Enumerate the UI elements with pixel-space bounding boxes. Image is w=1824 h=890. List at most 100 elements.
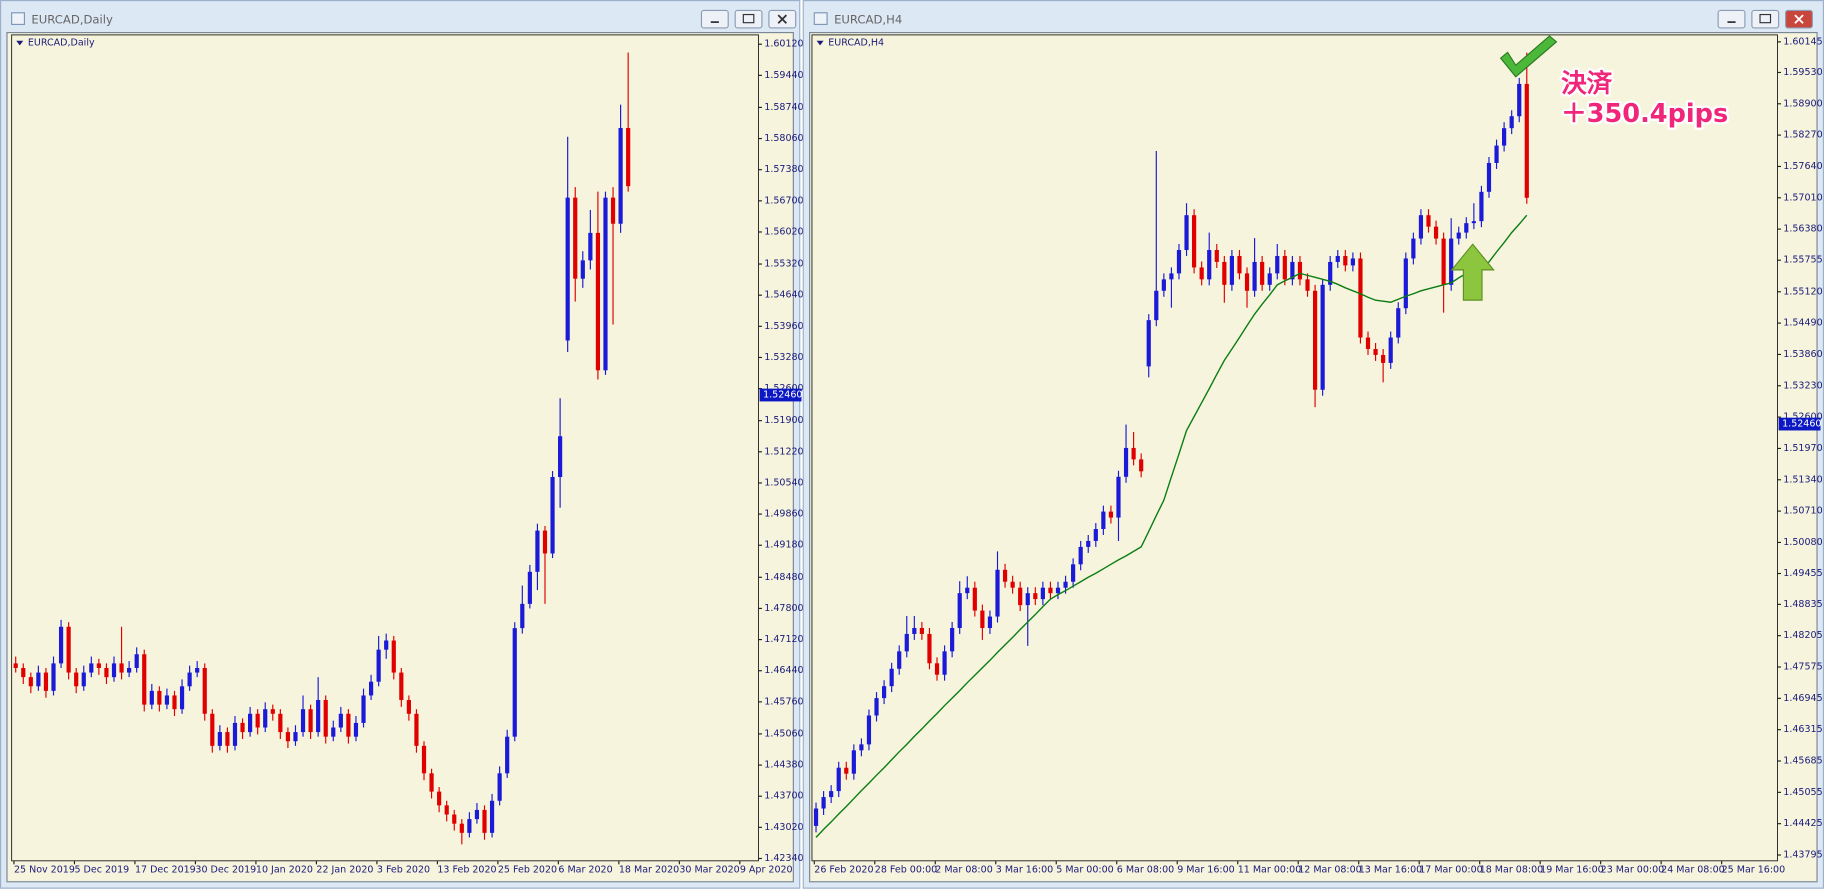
candle-body <box>821 797 826 809</box>
candle-body <box>565 197 570 341</box>
y-tick-label: 1.46945 <box>1783 693 1822 704</box>
candle-body <box>1176 250 1182 274</box>
candle-body <box>270 709 275 714</box>
candle-body <box>1207 250 1212 280</box>
candle-body <box>558 436 563 477</box>
candle-body <box>187 672 192 687</box>
x-tick-label: 6 Mar 08:00 <box>1117 865 1174 876</box>
candle-body <box>1237 255 1242 274</box>
minimize-button[interactable] <box>700 9 729 29</box>
x-tick-label: 5 Mar 00:00 <box>1056 865 1113 876</box>
candle-body <box>149 690 154 705</box>
y-tick-label: 1.55120 <box>1783 286 1822 297</box>
candle-body <box>278 713 283 733</box>
restore-button[interactable] <box>734 9 763 29</box>
candle-body <box>1146 320 1151 367</box>
candle-body <box>202 667 207 714</box>
candle-body <box>1040 587 1045 600</box>
price-label-box <box>1778 417 1821 431</box>
candle-body <box>346 713 351 737</box>
x-tick-label: 3 Feb 2020 <box>377 865 430 876</box>
candle-body <box>1101 511 1106 530</box>
candle-body <box>1297 261 1303 280</box>
candle-body <box>1381 354 1386 363</box>
candle-body <box>965 587 970 594</box>
candle-body <box>1161 279 1166 291</box>
candle-body <box>399 672 404 701</box>
candle-body <box>361 695 366 723</box>
candle-body <box>482 809 487 833</box>
x-tick-label: 17 Dec 2019 <box>135 865 196 876</box>
candle-body <box>391 640 396 673</box>
x-tick-label: 12 Mar 08:00 <box>1298 865 1362 876</box>
candle-body <box>874 698 879 716</box>
candle-body <box>1086 540 1091 547</box>
y-tick-label: 1.59530 <box>1783 67 1822 78</box>
candle-body <box>1229 255 1234 285</box>
candle-body <box>119 663 124 673</box>
candle-body <box>1260 261 1265 285</box>
candle-body <box>1471 221 1476 224</box>
candle-body <box>225 732 230 746</box>
close-glyph <box>777 14 788 24</box>
y-tick-label: 1.50710 <box>1783 506 1822 517</box>
candle-body <box>437 791 442 806</box>
candle-body <box>1071 564 1076 582</box>
x-tick-label: 23 Mar 00:00 <box>1601 865 1665 876</box>
candle-body <box>1479 191 1484 222</box>
restore-glyph <box>742 13 755 24</box>
candle-body <box>1426 215 1431 227</box>
chart-background <box>6 31 794 883</box>
candle-body <box>610 197 616 224</box>
restore-button[interactable] <box>1751 9 1780 29</box>
candle-body <box>1373 348 1378 355</box>
candle-body <box>255 713 260 728</box>
candle-body <box>1252 261 1257 291</box>
x-tick-label: 17 Mar 00:00 <box>1419 865 1483 876</box>
candle-body <box>353 722 359 737</box>
candle-body <box>1010 581 1015 588</box>
candle-body <box>1418 215 1424 239</box>
candle-body <box>1078 546 1083 565</box>
y-tick-label: 1.45060 <box>764 728 803 739</box>
moving-average <box>815 214 1528 838</box>
x-tick-label: 25 Feb 2020 <box>498 865 557 876</box>
candle-body <box>980 610 985 628</box>
candle-body <box>1222 261 1227 285</box>
candle-body <box>1116 476 1121 518</box>
x-tick-label: 28 Feb 00:00 <box>875 865 937 876</box>
candle-body <box>995 569 1000 617</box>
x-tick-label: 25 Mar 16:00 <box>1722 865 1786 876</box>
symbol-marker <box>816 40 824 46</box>
y-tick-label: 1.58740 <box>764 102 803 113</box>
annotation: ＋350.4pips <box>1561 99 1728 129</box>
candle-body <box>172 695 177 710</box>
y-tick-label: 1.42340 <box>764 853 803 864</box>
candle-body <box>573 197 578 279</box>
candle-body <box>580 260 585 279</box>
candle-body <box>897 651 902 669</box>
y-tick-label: 1.51900 <box>764 415 803 426</box>
title-icon <box>11 12 26 26</box>
up-arrow-icon <box>1450 243 1495 301</box>
candle-body <box>452 814 457 824</box>
candle-body <box>13 663 18 668</box>
annotation: 決済 <box>1561 68 1613 99</box>
candle-body <box>210 713 215 746</box>
minimize-button[interactable] <box>1717 9 1746 29</box>
candle-body <box>1502 128 1507 146</box>
candle-body <box>51 663 56 691</box>
candle-body <box>550 476 555 554</box>
candle-body <box>58 626 64 664</box>
y-tick-label: 1.48480 <box>764 572 803 583</box>
y-tick-label: 1.43795 <box>1783 850 1822 861</box>
x-tick-label: 19 Mar 16:00 <box>1540 865 1604 876</box>
candle-body <box>467 819 472 833</box>
price-label: 1.52460 <box>1782 419 1821 430</box>
y-tick-label: 1.45685 <box>1783 756 1822 767</box>
y-tick-label: 1.44425 <box>1783 818 1822 829</box>
candle-body <box>1199 267 1204 280</box>
candle-body <box>912 627 917 634</box>
candle-body <box>603 197 608 371</box>
